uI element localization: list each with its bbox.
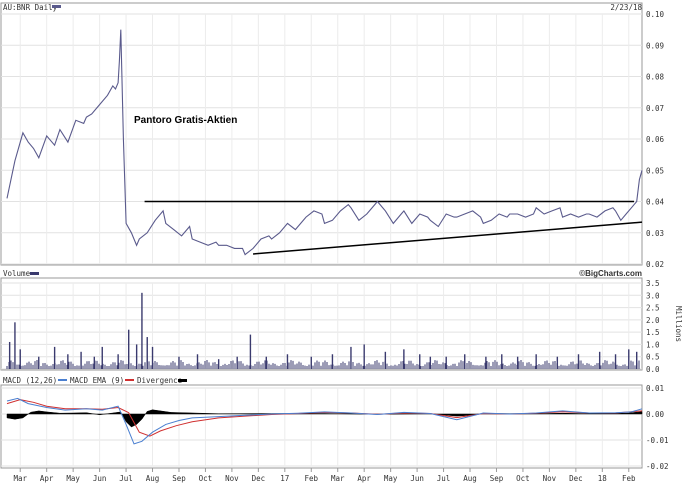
x-tick-label: Apr bbox=[40, 474, 54, 483]
price-series bbox=[6, 29, 643, 256]
ticker-legend-swatch bbox=[52, 5, 61, 8]
x-tick-label: 17 bbox=[280, 474, 289, 483]
x-tick-label: Aug bbox=[463, 474, 477, 483]
y-tick-label: 0.10 bbox=[646, 10, 665, 19]
x-tick-label: Oct bbox=[199, 474, 213, 483]
macd-legend-swatch-3 bbox=[178, 379, 187, 382]
macd-label: MACD (12,26) bbox=[3, 376, 57, 385]
price-panel-frame bbox=[0, 2, 643, 266]
y-tick-label: 0.07 bbox=[646, 104, 664, 113]
price-trendlines bbox=[144, 200, 643, 255]
y-tick-label: 0.03 bbox=[646, 229, 664, 238]
macd-legend-divergence: Divergence bbox=[137, 376, 183, 385]
price-panel: 0.10 0.09 0.08 0.07 0.06 0.05 0.04 0.03 0.02 AU:… bbox=[0, 2, 665, 269]
macd-divergence-histogram bbox=[6, 409, 643, 428]
x-tick-label: Sep bbox=[172, 474, 186, 483]
x-tick-label: May bbox=[384, 474, 398, 483]
macd-y-ticks: 0.01 0.00 -0.01 -0.02 bbox=[646, 384, 669, 471]
macd-legend-swatch-1 bbox=[58, 379, 67, 381]
x-tick-label: Oct bbox=[516, 474, 530, 483]
chart-date-label: 2/23/18 bbox=[610, 3, 642, 12]
volume-grid bbox=[1, 282, 642, 370]
volume-bars bbox=[6, 292, 640, 369]
volume-panel: 3.5 3.0 2.5 2.0 1.5 1.0 0.5 0.0 Volume ©BigChar… bbox=[0, 269, 683, 374]
x-tick-label: Aug bbox=[146, 474, 160, 483]
y-tick-label: 0.02 bbox=[646, 260, 664, 269]
price-grid bbox=[1, 13, 642, 265]
y-tick-label: 2.0 bbox=[646, 316, 660, 325]
y-tick-label: 3.5 bbox=[646, 279, 660, 288]
price-line-series bbox=[6, 29, 643, 256]
x-tick-label: Dec bbox=[252, 474, 266, 483]
macd-lines bbox=[6, 397, 643, 445]
macd-line bbox=[6, 397, 643, 445]
x-tick-label: May bbox=[66, 474, 80, 483]
macd-panel: 0.01 0.00 -0.01 -0.02 MACD (12,26) MACD EMA… bbox=[0, 376, 669, 471]
macd-legend-swatch-2 bbox=[125, 379, 134, 381]
macd-legend-ema: MACD EMA (9) bbox=[70, 376, 124, 385]
y-tick-label: 0.5 bbox=[646, 353, 660, 362]
y-tick-label: 1.0 bbox=[646, 340, 660, 349]
macd-panel-frame bbox=[0, 384, 643, 469]
macd-grid bbox=[1, 387, 642, 467]
volume-y-ticks: 3.5 3.0 2.5 2.0 1.5 1.0 0.5 0.0 bbox=[646, 279, 660, 374]
x-tick-label: Apr bbox=[357, 474, 371, 483]
price-annotation: Pantoro Gratis-Aktien bbox=[134, 115, 237, 126]
x-tick-label: Nov bbox=[225, 474, 239, 483]
y-tick-label: -0.01 bbox=[646, 436, 669, 445]
volume-label: Volume bbox=[3, 269, 31, 278]
macd-signal-line bbox=[6, 399, 643, 437]
x-tick-label: Feb bbox=[622, 474, 636, 483]
x-tick-label: Dec bbox=[569, 474, 583, 483]
x-tick-label: Feb bbox=[304, 474, 318, 483]
y-tick-label: 0.00 bbox=[646, 410, 665, 419]
y-tick-label: 0.04 bbox=[646, 198, 665, 207]
y-tick-label: 0.06 bbox=[646, 135, 665, 144]
x-tick-label: Jun bbox=[93, 474, 107, 483]
y-tick-label: 1.5 bbox=[646, 328, 660, 337]
y-tick-label: 0.09 bbox=[646, 41, 664, 50]
watermark: ©BigCharts.com bbox=[579, 269, 642, 278]
trendline-2 bbox=[253, 221, 643, 255]
x-tick-label: Jul bbox=[437, 474, 451, 483]
x-tick-label: 18 bbox=[598, 474, 608, 483]
y-tick-label: -0.02 bbox=[646, 462, 669, 471]
y-tick-label: 0.05 bbox=[646, 166, 664, 175]
x-axis: Mar Apr May Jun Jul Aug Sep Oct Nov Dec 17 Feb Mar Ap… bbox=[13, 468, 636, 483]
volume-units-label: Millions bbox=[674, 306, 683, 342]
x-tick-label: Nov bbox=[543, 474, 557, 483]
y-tick-label: 0.01 bbox=[646, 384, 664, 393]
divergence-area bbox=[6, 409, 643, 428]
y-tick-label: 0.0 bbox=[646, 365, 660, 374]
x-tick-label: Jun bbox=[410, 474, 424, 483]
x-tick-label: Jul bbox=[119, 474, 133, 483]
ticker-label: AU:BNR Daily bbox=[3, 3, 58, 12]
price-y-ticks: 0.10 0.09 0.08 0.07 0.06 0.05 0.04 0.03 0.02 bbox=[646, 10, 665, 269]
x-tick-label: Mar bbox=[331, 474, 345, 483]
y-tick-label: 0.08 bbox=[646, 73, 665, 82]
x-tick-label: Mar bbox=[13, 474, 27, 483]
y-tick-label: 3.0 bbox=[646, 291, 660, 300]
y-tick-label: 2.5 bbox=[646, 304, 660, 313]
volume-legend-swatch bbox=[30, 272, 39, 275]
x-tick-label: Sep bbox=[490, 474, 504, 483]
volume-panel-frame bbox=[0, 277, 643, 371]
